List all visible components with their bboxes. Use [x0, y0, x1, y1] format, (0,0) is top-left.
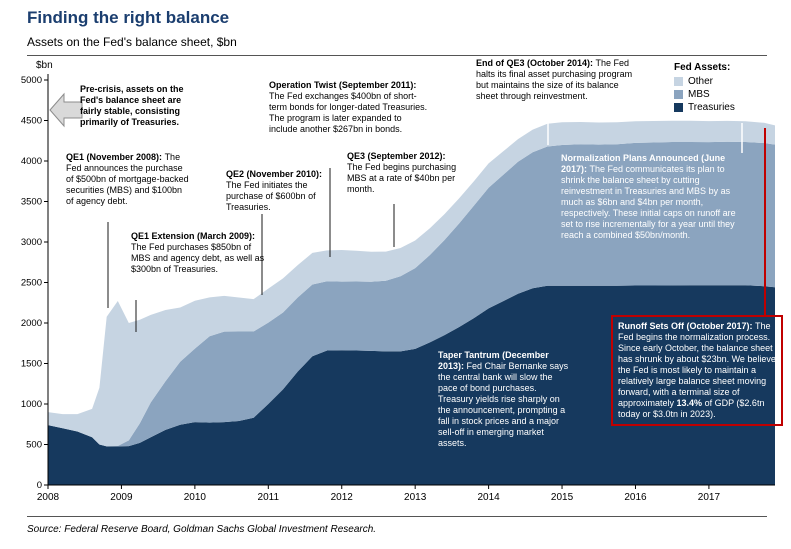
x-axis-tick-label: 2015 [551, 492, 574, 503]
page-title: Finding the right balance [27, 8, 230, 27]
x-axis-tick-label: 2008 [37, 492, 60, 503]
annotation-qe2-body: The Fed initiates the purchase of $600bn… [226, 179, 316, 212]
annotation-qe1-extension-body: The Fed purchases $850bn of MBS and agen… [131, 241, 265, 274]
legend: Fed Assets: Other MBS Treasuries [674, 62, 735, 115]
pre-crisis-arrow-icon [49, 92, 83, 128]
x-axis-tick-label: 2013 [404, 492, 427, 503]
annotation-pre-crisis: Pre-crisis, assets on the Fed's balance … [80, 84, 190, 128]
y-axis-tick-label: 500 [26, 440, 42, 451]
annotation-pre-crisis-text: Pre-crisis, assets on the Fed's balance … [80, 84, 184, 127]
annotation-runoff-body-start: The Fed begins the normalization process… [618, 321, 776, 408]
y-axis-tick-label: 4500 [21, 116, 42, 127]
annotation-taper-tantrum-body: Fed Chair Bernanke says the central bank… [438, 360, 569, 448]
annotation-qe3-header: QE3 (September 2012): [347, 151, 446, 161]
x-axis-tick-label: 2009 [110, 492, 133, 503]
legend-item-other: Other [674, 76, 735, 87]
y-axis-tick-label: 0 [37, 480, 42, 491]
x-axis-tick-label: 2017 [698, 492, 721, 503]
annotation-operation-twist-body: The Fed exchanges $400bn of short-term b… [269, 90, 428, 134]
legend-item-treasuries: Treasuries [674, 102, 735, 113]
y-axis-tick-label: 5000 [21, 75, 42, 86]
annotation-taper-tantrum-header: Taper Tantrum (December 2013): [438, 350, 549, 371]
y-axis-tick-label: 2500 [21, 278, 42, 289]
legend-swatch-treasuries-icon [674, 103, 683, 112]
annotation-qe1: QE1 (November 2008): The Fed announces th… [66, 152, 190, 207]
annotation-end-of-qe3-body: The Fed halts its final asset purchasing… [476, 58, 633, 101]
y-axis-tick-label: 3000 [21, 237, 42, 248]
y-axis-tick-label: 1000 [21, 399, 42, 410]
y-axis-tick-label: 2000 [21, 318, 42, 329]
legend-title: Fed Assets: [674, 62, 731, 73]
x-axis-tick-label: 2016 [624, 492, 647, 503]
legend-label-treasuries: Treasuries [688, 102, 735, 113]
annotation-end-of-qe3-header: End of QE3 (October 2014): [476, 58, 594, 68]
legend-swatch-mbs-icon [674, 90, 683, 99]
annotation-operation-twist: Operation Twist (September 2011):The Fed… [269, 80, 429, 135]
x-axis-tick-label: 2012 [331, 492, 354, 503]
y-axis-tick-label: 4000 [21, 156, 42, 167]
annotation-operation-twist-header: Operation Twist (September 2011): [269, 80, 417, 90]
y-axis-tick-label: 1500 [21, 359, 42, 370]
annotation-runoff-highlight: 13.4% [676, 397, 703, 408]
x-axis-tick-label: 2011 [258, 492, 280, 503]
y-axis-unit-label: $bn [36, 60, 53, 71]
legend-label-mbs: MBS [688, 89, 710, 100]
chart-subtitle: Assets on the Fed's balance sheet, $bn [27, 35, 237, 49]
source-note: Source: Federal Reserve Board, Goldman S… [27, 524, 377, 535]
area-other [48, 120, 775, 447]
annotation-qe3: QE3 (September 2012):The Fed begins purc… [347, 151, 461, 195]
annotation-runoff-body-end: of GDP ($2.6tn today or $3.0tn in 2023). [618, 397, 765, 419]
legend-swatch-other-icon [674, 77, 683, 86]
annotation-normalization-header: Normalization Plans Announced (June 2017… [561, 153, 726, 174]
annotation-end-of-qe3: End of QE3 (October 2014): The Fed halts … [476, 58, 636, 102]
annotation-qe1-extension-header: QE1 Extension (March 2009): [131, 231, 256, 241]
legend-label-other: Other [688, 76, 714, 87]
area-treasuries [48, 285, 775, 485]
annotation-qe1-extension: QE1 Extension (March 2009):The Fed purch… [131, 231, 265, 275]
area-mbs [48, 141, 775, 447]
legend-item-mbs: MBS [674, 89, 735, 100]
legend-items: Other MBS Treasuries [674, 76, 735, 113]
annotation-qe1-body: The Fed announces the purchase of $500bn… [66, 152, 189, 206]
x-axis-tick-label: 2010 [184, 492, 207, 503]
y-axis-tick-label: 3500 [21, 197, 42, 208]
annotation-normalization-body: The Fed communicates its plan to shrink … [561, 163, 736, 240]
x-axis-tick-label: 2014 [477, 492, 500, 503]
annotation-runoff-header: Runoff Sets Off (October 2017): [618, 321, 753, 331]
annotation-taper-tantrum: Taper Tantrum (December 2013): Fed Chair … [438, 350, 572, 449]
annotation-qe2-header: QE2 (November 2010): [226, 169, 323, 179]
header-divider [27, 55, 767, 56]
footer-divider [27, 516, 767, 517]
annotation-runoff-sets-off: Runoff Sets Off (October 2017): The Fed b… [611, 315, 783, 426]
annotation-qe3-body: The Fed begins purchasing MBS at a rate … [347, 161, 457, 194]
annotation-normalization-plans: Normalization Plans Announced (June 2017… [561, 153, 743, 241]
annotation-qe2: QE2 (November 2010):The Fed initiates th… [226, 169, 334, 213]
annotation-qe1-header: QE1 (November 2008): [66, 152, 163, 162]
